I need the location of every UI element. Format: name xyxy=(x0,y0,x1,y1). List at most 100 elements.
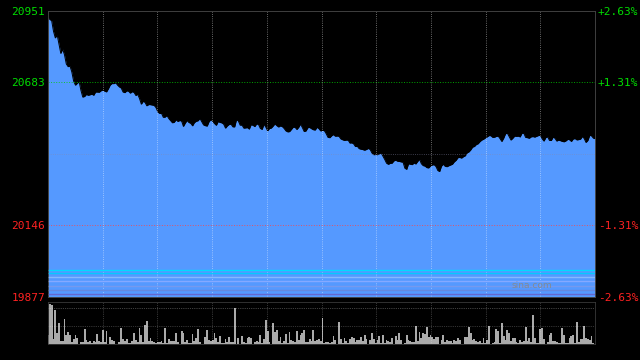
Bar xyxy=(129,343,131,344)
Bar xyxy=(499,343,501,344)
Bar xyxy=(142,342,144,344)
Bar xyxy=(433,339,435,344)
Bar xyxy=(488,326,490,344)
Bar xyxy=(563,335,565,344)
Bar xyxy=(76,338,78,344)
Bar xyxy=(298,340,300,344)
Bar xyxy=(168,339,170,344)
Bar xyxy=(585,338,587,344)
Bar xyxy=(265,320,267,344)
Bar xyxy=(163,343,164,344)
Bar xyxy=(453,340,455,344)
Bar xyxy=(294,342,296,344)
Bar xyxy=(501,323,503,344)
Bar xyxy=(197,329,199,344)
Bar xyxy=(232,342,234,344)
Bar xyxy=(474,339,476,344)
Bar xyxy=(344,338,346,344)
Bar xyxy=(321,318,323,344)
Bar xyxy=(175,333,177,344)
Bar xyxy=(228,337,230,344)
Bar xyxy=(210,341,212,344)
Bar xyxy=(182,333,184,344)
Bar xyxy=(157,342,159,344)
Bar xyxy=(538,343,540,344)
Bar xyxy=(400,340,402,344)
Bar xyxy=(373,339,374,344)
Bar xyxy=(243,342,244,344)
Bar xyxy=(574,343,576,344)
Bar xyxy=(557,343,559,344)
Bar xyxy=(122,339,124,344)
Bar xyxy=(93,341,95,344)
Bar xyxy=(582,339,583,344)
Bar xyxy=(305,342,307,344)
Bar xyxy=(331,342,333,344)
Bar xyxy=(510,341,512,344)
Bar xyxy=(397,340,399,344)
Bar xyxy=(472,341,474,344)
Bar xyxy=(47,336,49,344)
Bar xyxy=(106,331,108,344)
Bar xyxy=(118,342,120,344)
Bar xyxy=(417,341,419,344)
Bar xyxy=(300,335,301,344)
Bar xyxy=(554,341,556,344)
Bar xyxy=(95,342,97,344)
Bar xyxy=(259,335,261,344)
Bar xyxy=(152,341,153,344)
Bar xyxy=(111,340,113,344)
Text: sina.com: sina.com xyxy=(512,282,552,291)
Bar xyxy=(99,341,100,344)
Bar xyxy=(468,327,470,344)
Bar xyxy=(428,337,429,344)
Bar xyxy=(113,341,115,344)
Bar xyxy=(483,338,484,344)
Bar xyxy=(476,341,477,344)
Bar xyxy=(565,343,567,344)
Bar xyxy=(569,338,570,344)
Bar xyxy=(353,338,355,344)
Bar xyxy=(327,342,329,344)
Bar xyxy=(351,337,353,344)
Bar xyxy=(212,339,214,344)
Bar xyxy=(191,334,193,344)
Bar xyxy=(269,342,270,344)
Bar xyxy=(180,330,182,344)
Bar xyxy=(523,342,525,344)
Bar xyxy=(593,343,595,344)
Bar xyxy=(547,342,548,344)
Bar xyxy=(74,335,76,344)
Bar xyxy=(422,333,424,344)
Bar xyxy=(124,341,126,344)
Bar xyxy=(97,334,99,344)
Bar xyxy=(248,337,250,344)
Bar xyxy=(256,341,257,344)
Bar xyxy=(49,304,51,344)
Bar xyxy=(104,342,106,344)
Bar xyxy=(63,319,65,344)
Bar xyxy=(234,308,236,344)
Bar xyxy=(52,339,54,344)
Bar xyxy=(60,341,61,344)
Bar xyxy=(80,342,82,344)
Bar xyxy=(580,339,582,344)
Bar xyxy=(548,335,550,344)
Bar xyxy=(570,336,572,344)
Bar xyxy=(287,343,289,344)
Bar xyxy=(148,341,150,344)
Bar xyxy=(503,337,504,344)
Bar xyxy=(190,343,191,344)
Bar xyxy=(173,341,175,344)
Bar xyxy=(146,321,148,344)
Bar xyxy=(374,343,376,344)
Bar xyxy=(376,340,378,344)
Bar xyxy=(404,343,406,344)
Bar xyxy=(261,343,263,344)
Bar xyxy=(335,340,336,344)
Bar xyxy=(291,340,292,344)
Bar xyxy=(219,336,221,344)
Bar xyxy=(484,343,486,344)
Bar xyxy=(193,341,195,344)
Bar xyxy=(426,327,428,344)
